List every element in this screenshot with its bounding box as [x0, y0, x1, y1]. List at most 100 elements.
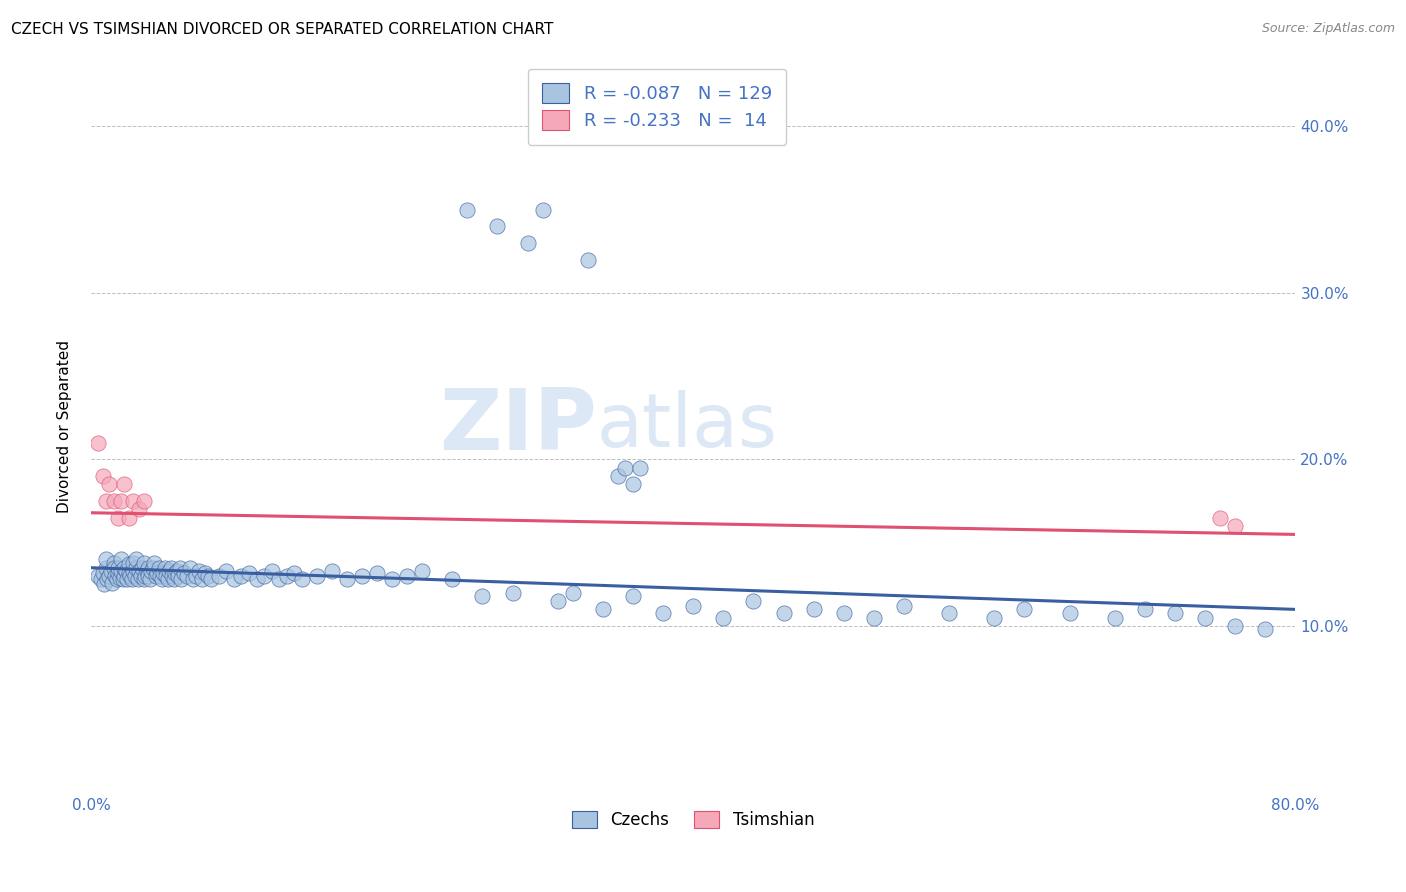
Point [1133, 602, 1156, 616]
Point [197, 569, 219, 583]
Point [350, 569, 373, 583]
Point [1209, 510, 1232, 524]
Point [107, 566, 129, 580]
Point [87, 569, 110, 583]
Point [215, 564, 238, 578]
Point [107, 510, 129, 524]
Point [117, 566, 139, 580]
Point [87, 435, 110, 450]
Point [863, 611, 886, 625]
Point [531, 202, 554, 217]
Point [110, 552, 132, 566]
Point [142, 560, 165, 574]
Point [131, 560, 153, 574]
Point [149, 569, 172, 583]
Point [136, 569, 159, 583]
Point [132, 556, 155, 570]
Point [253, 569, 276, 583]
Point [152, 566, 174, 580]
Point [269, 573, 291, 587]
Point [110, 494, 132, 508]
Point [938, 606, 960, 620]
Point [547, 594, 569, 608]
Y-axis label: Divorced or Separated: Divorced or Separated [58, 340, 72, 513]
Point [128, 564, 150, 578]
Point [155, 569, 177, 583]
Point [1225, 619, 1247, 633]
Point [173, 566, 195, 580]
Point [107, 560, 129, 574]
Point [104, 569, 127, 583]
Point [117, 510, 139, 524]
Point [138, 573, 160, 587]
Point [200, 573, 222, 587]
Point [145, 569, 167, 583]
Point [576, 252, 599, 267]
Point [983, 611, 1005, 625]
Point [114, 564, 136, 578]
Point [98, 477, 121, 491]
Point [153, 560, 176, 574]
Point [366, 566, 388, 580]
Point [1104, 611, 1126, 625]
Point [186, 569, 208, 583]
Point [121, 573, 143, 587]
Point [91, 566, 114, 580]
Point [516, 235, 538, 250]
Point [122, 564, 145, 578]
Point [148, 560, 170, 574]
Point [162, 569, 184, 583]
Point [456, 202, 478, 217]
Point [188, 564, 211, 578]
Point [191, 573, 214, 587]
Point [159, 560, 181, 574]
Point [134, 569, 156, 583]
Point [179, 560, 201, 574]
Point [166, 564, 188, 578]
Point [94, 552, 117, 566]
Point [231, 569, 253, 583]
Point [614, 460, 637, 475]
Point [112, 569, 135, 583]
Point [652, 606, 675, 620]
Point [208, 569, 231, 583]
Point [772, 606, 794, 620]
Point [120, 569, 142, 583]
Point [1254, 623, 1277, 637]
Point [128, 502, 150, 516]
Point [194, 566, 217, 580]
Point [276, 569, 298, 583]
Point [396, 569, 419, 583]
Point [561, 585, 583, 599]
Point [471, 589, 494, 603]
Point [832, 606, 855, 620]
Point [893, 599, 915, 613]
Point [91, 469, 114, 483]
Point [621, 477, 644, 491]
Point [122, 494, 145, 508]
Point [90, 573, 112, 587]
Point [222, 573, 245, 587]
Point [125, 560, 148, 574]
Point [117, 558, 139, 572]
Point [112, 477, 135, 491]
Legend: Czechs, Tsimshian: Czechs, Tsimshian [565, 804, 821, 836]
Point [486, 219, 509, 234]
Point [682, 599, 704, 613]
Point [1059, 606, 1081, 620]
Point [132, 573, 155, 587]
Point [129, 569, 152, 583]
Point [98, 569, 121, 583]
Point [100, 564, 122, 578]
Point [742, 594, 765, 608]
Text: ZIP: ZIP [439, 384, 596, 467]
Point [125, 552, 148, 566]
Point [124, 569, 146, 583]
Point [381, 573, 404, 587]
Point [105, 573, 128, 587]
Point [305, 569, 328, 583]
Point [110, 564, 132, 578]
Point [136, 560, 159, 574]
Point [141, 564, 163, 578]
Point [135, 564, 157, 578]
